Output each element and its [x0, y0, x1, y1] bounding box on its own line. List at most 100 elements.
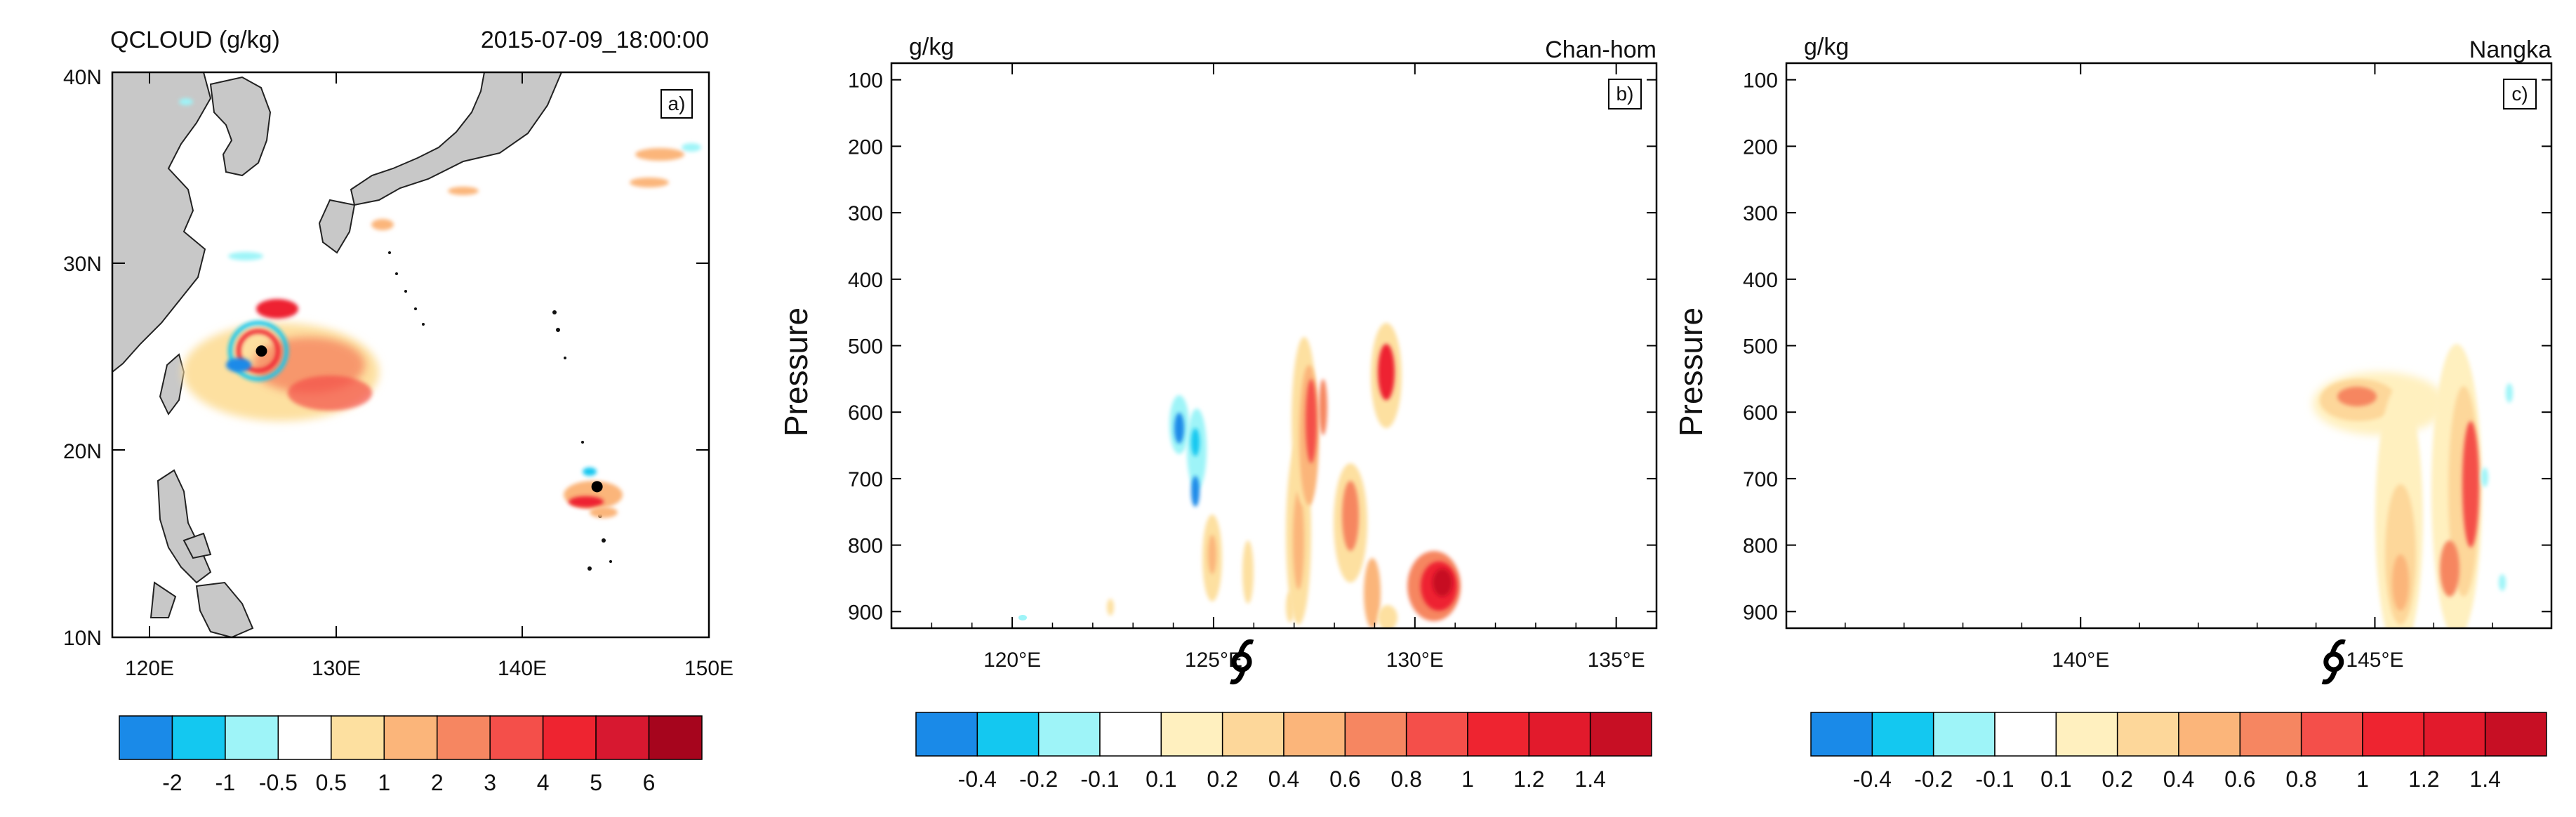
colorbar-label: 0.6: [2224, 766, 2255, 792]
colorbar-swatch: [1405, 712, 1468, 757]
panel-a-xtick: 120E: [125, 657, 174, 680]
panel-c-label: c): [2511, 83, 2528, 105]
colorbar-label: 0.8: [2285, 766, 2316, 792]
panel-c-label-box: [2503, 79, 2537, 109]
colorbar-label: 1.2: [2408, 766, 2439, 792]
colorbar-swatch: [489, 715, 544, 760]
colorbar-swatch: [1037, 712, 1101, 757]
panel-b-x-axis: 120°E 125°E 130°E 135°E: [891, 63, 1657, 672]
colorbar-label: 5: [590, 770, 602, 795]
colorbar-label: 6: [643, 770, 656, 795]
y-tick-label: 200: [848, 135, 883, 159]
y-tick-label: 300: [848, 202, 883, 225]
panel-a-xtick: 140E: [498, 657, 547, 680]
panel-a-xtick: 150E: [684, 657, 733, 680]
colorbar-label: 4: [537, 770, 550, 795]
y-tick-label: 500: [848, 336, 883, 359]
colorbar-swatch: [1994, 712, 2057, 757]
y-tick-label: 800: [1743, 535, 1778, 558]
colorbar-label: 1: [2356, 766, 2369, 792]
colorbar-label: 1: [1461, 766, 1474, 792]
colorbar-swatch: [2362, 712, 2425, 757]
panel-b-y-axis: 100 200 300 400 500 600 700 800 900: [848, 69, 1657, 624]
colorbar-swatch: [1871, 712, 1934, 757]
colorbar-swatch: [1344, 712, 1407, 757]
map-area: [112, 72, 709, 637]
panel-a-label-box: [660, 89, 693, 119]
panel-b: g/kg Chan-hom Pressure: [778, 34, 1658, 792]
y-tick-label: 900: [848, 601, 883, 624]
x-tick-label: 135°E: [1588, 649, 1645, 672]
typhoon-center-nangka: [591, 481, 603, 493]
panel-a-frame: [111, 71, 710, 639]
colorbar-label: -1: [215, 770, 235, 795]
panel-c: g/kg Nangka Pressure c) 100 200 300 400 500 6…: [1673, 34, 2553, 792]
colorbar-swatch: [2484, 712, 2547, 757]
colorbar-label: 1.4: [2469, 766, 2500, 792]
panel-b-colorbar: -0.4 -0.2 -0.1 0.1 0.2 0.4 0.6 0.8 1 1.2 1.4: [915, 712, 1652, 792]
colorbar-swatch: [1810, 712, 1873, 757]
colorbar-label: 0.4: [2163, 766, 2194, 792]
chanhom-cloud: [182, 252, 379, 421]
panel-b-label: b): [1616, 83, 1634, 105]
colorbar-swatch: [648, 715, 703, 760]
land-masses: [112, 72, 563, 637]
colorbar-swatch: [2116, 712, 2179, 757]
panel-a-tickmarks: [112, 72, 709, 637]
colorbar-label: -2: [162, 770, 182, 795]
typhoon-symbol-arm: [1237, 639, 1254, 656]
colorbar-label: 2: [431, 770, 444, 795]
colorbar-label: 0.2: [2102, 766, 2132, 792]
colorbar-swatch: [1528, 712, 1591, 757]
y-tick-label: 600: [848, 401, 883, 425]
y-tick-label: 800: [848, 535, 883, 558]
x-tick-label: 140°E: [2052, 649, 2109, 672]
panel-b-units: g/kg: [909, 34, 954, 60]
typhoon-symbol-arm: [2321, 668, 2338, 685]
panel-b-typhoon-marker: [1230, 639, 1254, 685]
panel-c-typhoon-marker: [2321, 639, 2346, 685]
y-tick-label: 200: [1743, 135, 1778, 159]
colorbar-swatch: [1467, 712, 1530, 757]
colorbar-label: -0.4: [1853, 766, 1892, 792]
colorbar-label: -0.2: [1914, 766, 1953, 792]
panel-c-field: [1786, 63, 2551, 628]
colorbar-swatch: [383, 715, 438, 760]
panel-b-field: [891, 63, 1657, 628]
y-tick-label: 100: [848, 69, 883, 93]
x-tick-label: 130°E: [1386, 649, 1444, 672]
colorbar-label: 0.6: [1329, 766, 1360, 792]
y-tick-label: 600: [1743, 401, 1778, 425]
panel-c-units: g/kg: [1804, 34, 1849, 60]
colorbar-swatch: [2300, 712, 2363, 757]
panel-c-colorbar: -0.4 -0.2 -0.1 0.1 0.2 0.4 0.6 0.8 1 1.2 1.4: [1810, 712, 2547, 792]
colorbar-label: 1.2: [1513, 766, 1544, 792]
colorbar-swatch: [331, 715, 385, 760]
panel-a-datetime: 2015-07-09_18:00:00: [481, 27, 709, 53]
colorbar-swatch: [2239, 712, 2302, 757]
colorbar-label: -0.5: [259, 770, 298, 795]
typhoon-symbol-icon: [2323, 651, 2344, 672]
colorbar-swatch: [976, 712, 1040, 757]
colorbar-swatch: [1932, 712, 1996, 757]
colorbar-swatch: [225, 715, 279, 760]
colorbar-label: -0.2: [1019, 766, 1058, 792]
colorbar-label: 0.2: [1207, 766, 1237, 792]
colorbar-swatch: [542, 715, 597, 760]
typhoon-symbol-arm: [1230, 668, 1246, 685]
y-tick-label: 300: [1743, 202, 1778, 225]
colorbar-label: 0.4: [1268, 766, 1299, 792]
colorbar-label: 3: [484, 770, 496, 795]
colorbar-swatch: [1160, 712, 1223, 757]
colorbar-label: -0.1: [1080, 766, 1119, 792]
panel-a-label: a): [668, 93, 686, 114]
y-tick-label: 400: [848, 269, 883, 292]
colorbar-swatch: [1099, 712, 1162, 757]
x-tick-label: 145°E: [2346, 649, 2403, 672]
colorbar-swatch: [1589, 712, 1652, 757]
y-tick-label: 700: [1743, 468, 1778, 491]
panel-c-y-axis: 100 200 300 400 500 600 700 800 900: [1743, 69, 2551, 624]
panel-a-x-axis: 120E 130E 140E 150E: [125, 657, 733, 680]
colorbar-swatch: [915, 712, 978, 757]
colorbar-label: 1: [378, 770, 390, 795]
